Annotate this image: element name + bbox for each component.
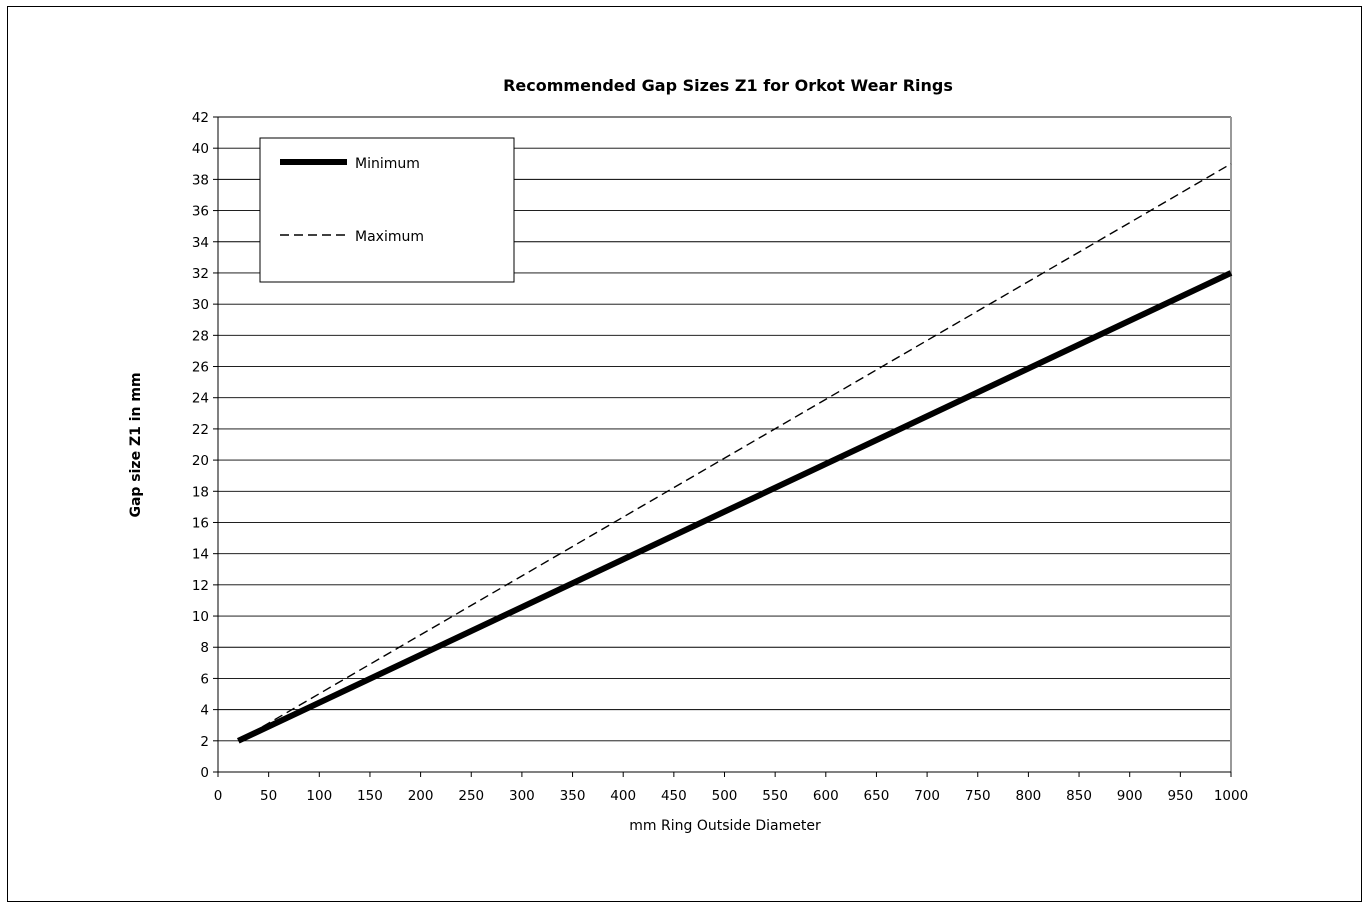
x-tick-label-600: 600 xyxy=(813,788,839,804)
x-tick-label-700: 700 xyxy=(914,788,940,804)
y-tick-label-30: 30 xyxy=(192,297,209,313)
x-tick-label-800: 800 xyxy=(1016,788,1042,804)
y-tick-label-20: 20 xyxy=(192,453,209,469)
y-tick-label-38: 38 xyxy=(192,172,209,188)
y-tick-label-18: 18 xyxy=(192,484,209,500)
y-tick-label-40: 40 xyxy=(192,141,209,157)
x-tick-label-550: 550 xyxy=(762,788,788,804)
series-line-minimum xyxy=(236,270,1233,744)
y-tick-label-24: 24 xyxy=(192,391,209,407)
series-line-maximum xyxy=(237,163,1232,742)
y-tick-label-0: 0 xyxy=(200,765,209,781)
y-tick-label-16: 16 xyxy=(192,515,209,531)
chart-frame xyxy=(7,6,1362,902)
x-tick-label-400: 400 xyxy=(610,788,636,804)
x-axis-label: mm Ring Outside Diameter xyxy=(629,818,821,834)
y-tick-label-22: 22 xyxy=(192,422,209,438)
x-tick-label-450: 450 xyxy=(661,788,687,804)
x-tick-label-100: 100 xyxy=(306,788,332,804)
y-axis-label: Gap size Z1 in mm xyxy=(128,372,144,517)
y-tick-label-34: 34 xyxy=(192,235,209,251)
y-tick-label-28: 28 xyxy=(192,328,209,344)
x-tick-label-250: 250 xyxy=(458,788,484,804)
x-tick-label-750: 750 xyxy=(965,788,991,804)
y-tick-label-32: 32 xyxy=(192,266,209,282)
x-tick-label-950: 950 xyxy=(1167,788,1193,804)
x-tick-label-300: 300 xyxy=(509,788,535,804)
series-lines xyxy=(236,163,1233,744)
x-tick-label-850: 850 xyxy=(1066,788,1092,804)
x-tick-label-650: 650 xyxy=(864,788,890,804)
x-tick-label-350: 350 xyxy=(560,788,586,804)
legend-label-maximum: Maximum xyxy=(355,229,424,245)
y-tick-label-8: 8 xyxy=(200,640,209,656)
legend: Minimum Maximum xyxy=(259,137,515,283)
x-tick-label-50: 50 xyxy=(260,788,277,804)
y-tick-label-14: 14 xyxy=(192,547,209,563)
legend-label-minimum: Minimum xyxy=(355,156,420,172)
x-tick-label-0: 0 xyxy=(214,788,223,804)
y-tick-label-4: 4 xyxy=(200,703,209,719)
y-tick-label-36: 36 xyxy=(192,204,209,220)
chart-title: Recommended Gap Sizes Z1 for Orkot Wear … xyxy=(503,76,953,95)
axes xyxy=(213,116,1232,777)
y-tick-label-10: 10 xyxy=(192,609,209,625)
y-tick-label-42: 42 xyxy=(192,110,209,126)
x-tick-label-500: 500 xyxy=(712,788,738,804)
y-tick-label-2: 2 xyxy=(200,734,209,750)
y-tick-label-6: 6 xyxy=(200,671,209,687)
y-tick-label-26: 26 xyxy=(192,360,209,376)
x-tick-labels: 0 50 100 150 200 250 300 350 400 450 500 550 600 650 7… xyxy=(214,788,1248,804)
x-tick-label-150: 150 xyxy=(357,788,383,804)
x-tick-label-200: 200 xyxy=(408,788,434,804)
y-tick-label-12: 12 xyxy=(192,578,209,594)
x-tick-label-1000: 1000 xyxy=(1214,788,1248,804)
x-tick-label-900: 900 xyxy=(1117,788,1143,804)
